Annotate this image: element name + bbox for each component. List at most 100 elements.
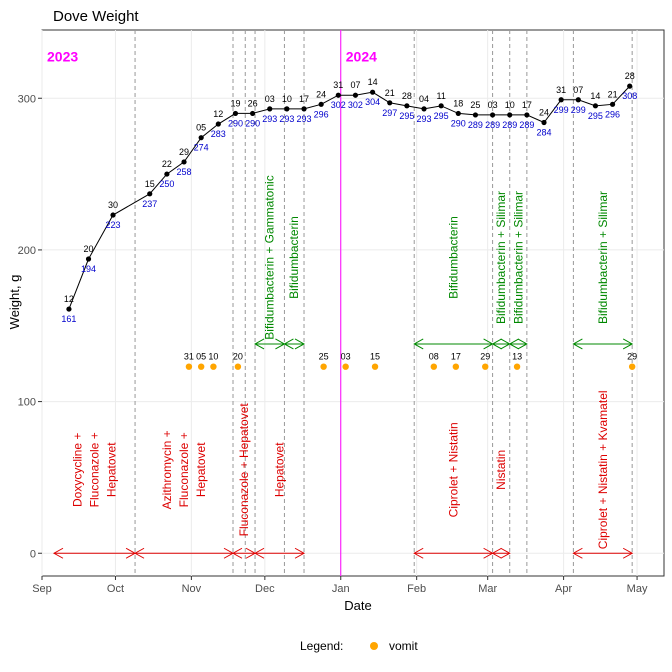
vomit-points: 31 05 10 20 25 03 15 08 17 29 13 29 bbox=[184, 352, 637, 370]
weight-point bbox=[507, 112, 513, 118]
vomit-day-label: 03 bbox=[341, 352, 351, 362]
weight-day-label: 18 bbox=[453, 98, 463, 108]
treatment-dividers bbox=[134, 30, 633, 576]
treatment-arrowhead-start bbox=[134, 547, 145, 559]
vomit-day-label: 29 bbox=[627, 352, 637, 362]
x-tick-label: Jan bbox=[332, 583, 350, 595]
vomit-point bbox=[430, 363, 438, 370]
treatment-arrowhead-start bbox=[491, 338, 502, 350]
treatment-arrows bbox=[52, 338, 634, 559]
weight-point bbox=[609, 101, 616, 107]
weight-value-label: 237 bbox=[142, 199, 157, 209]
plot-panel bbox=[41, 29, 665, 577]
weight-day-label: 03 bbox=[488, 100, 498, 110]
legend-vomit-label: vomit bbox=[389, 639, 418, 653]
weight-value-label: 289 bbox=[468, 120, 483, 130]
weight-day-label: 17 bbox=[299, 94, 309, 104]
weight-point bbox=[85, 256, 92, 262]
weight-value-label: 296 bbox=[314, 109, 329, 119]
treatment-arrowhead-start bbox=[413, 338, 424, 350]
weight-day-label: 17 bbox=[522, 100, 532, 110]
weight-value-label: 250 bbox=[159, 179, 174, 189]
treatment-arrowhead-start bbox=[572, 338, 583, 350]
weight-day-label: 22 bbox=[162, 159, 172, 169]
weight-value-label: 194 bbox=[81, 264, 96, 274]
x-tick-label: Feb bbox=[407, 583, 426, 595]
weight-point bbox=[627, 83, 633, 89]
weight-point bbox=[301, 106, 307, 112]
weight-value-label: 289 bbox=[485, 120, 500, 130]
treatment-arrowhead-end bbox=[294, 338, 306, 350]
x-tick-label: May bbox=[627, 583, 648, 595]
weight-day-label: 25 bbox=[470, 100, 480, 110]
weight-value-label: 304 bbox=[365, 97, 380, 107]
treatment-arrowhead-start bbox=[413, 547, 424, 559]
weight-value-label: 290 bbox=[451, 118, 466, 128]
y-tick-label: 0 bbox=[30, 548, 36, 560]
weight-point bbox=[215, 121, 221, 127]
weight-value-label: 293 bbox=[279, 114, 294, 124]
weight-value-label: 297 bbox=[382, 108, 397, 118]
vomit-point bbox=[197, 363, 205, 370]
treatment-label: Hepatovet bbox=[273, 442, 287, 497]
vomit-day-label: 13 bbox=[512, 352, 522, 362]
treatment-label: Bifidumbacterin + Gammatonic bbox=[263, 175, 277, 339]
legend-vomit-marker bbox=[370, 642, 378, 650]
vomit-point bbox=[452, 363, 460, 370]
weight-day-label: 14 bbox=[368, 77, 378, 87]
treatment-arrowhead-start bbox=[254, 547, 265, 559]
weight-day-label: 11 bbox=[436, 91, 445, 101]
vomit-point bbox=[210, 363, 217, 370]
treatment-arrowhead-start bbox=[572, 547, 583, 559]
weight-point bbox=[181, 159, 187, 165]
vomit-point bbox=[371, 363, 379, 370]
vomit-point bbox=[628, 363, 636, 370]
axes: 0 100 200 300 Sep Oct Nov Dec Jan Feb Mar Apr May bbox=[18, 93, 648, 595]
treatment-label: Nistatin bbox=[494, 450, 508, 490]
weight-day-label: 29 bbox=[179, 147, 189, 157]
weight-point bbox=[438, 103, 444, 109]
treatment-arrowhead-start bbox=[508, 338, 519, 350]
weight-value-label: 296 bbox=[605, 109, 620, 119]
weight-point bbox=[404, 103, 410, 109]
weight-point bbox=[232, 110, 239, 117]
weight-point bbox=[421, 106, 427, 112]
weight-points: 1216120194302231523722250292580527412283… bbox=[61, 71, 637, 324]
x-tick-label: Apr bbox=[555, 583, 572, 595]
treatment-label: Bifidumbacterin + Silimar bbox=[511, 191, 525, 324]
weight-day-label: 12 bbox=[64, 294, 74, 304]
weight-point bbox=[489, 112, 496, 118]
vomit-day-label: 17 bbox=[451, 352, 461, 362]
weight-value-label: 293 bbox=[417, 114, 432, 124]
treatment-arrowhead-end bbox=[294, 547, 306, 559]
treatment-label: Hepatovet bbox=[105, 442, 119, 497]
weight-point bbox=[524, 112, 530, 118]
weight-day-label: 07 bbox=[350, 80, 360, 90]
weight-value-label: 295 bbox=[399, 111, 414, 121]
vomit-point bbox=[185, 363, 193, 370]
legend-title: Legend: bbox=[300, 639, 343, 653]
weight-day-label: 12 bbox=[213, 109, 223, 119]
treatment-label: Bifidumbacterin bbox=[446, 216, 460, 299]
treatment-arrowhead-start bbox=[52, 547, 64, 559]
weight-point bbox=[369, 89, 376, 95]
weight-line bbox=[68, 85, 631, 310]
weight-value-label: 161 bbox=[61, 314, 76, 324]
treatment-label: Bifidumbacterin + Silimar bbox=[596, 191, 610, 324]
weight-day-label: 31 bbox=[556, 85, 566, 95]
weight-point bbox=[147, 191, 153, 197]
x-tick-label: Nov bbox=[182, 583, 202, 595]
weight-day-label: 21 bbox=[385, 88, 395, 98]
vomit-day-label: 08 bbox=[429, 352, 439, 362]
treatment-label: Fluconazole + Hepatovet bbox=[237, 403, 251, 537]
weight-day-label: 14 bbox=[590, 91, 600, 101]
weight-value-label: 293 bbox=[262, 114, 277, 124]
weight-day-label: 24 bbox=[316, 89, 326, 99]
vomit-point bbox=[234, 363, 242, 370]
year-label: 2024 bbox=[346, 48, 377, 64]
weight-value-label: 289 bbox=[502, 120, 517, 130]
treatment-arrowhead-end bbox=[517, 338, 528, 350]
weight-point bbox=[318, 101, 324, 107]
weight-day-label: 26 bbox=[248, 98, 258, 108]
weight-value-label: 295 bbox=[588, 111, 603, 121]
